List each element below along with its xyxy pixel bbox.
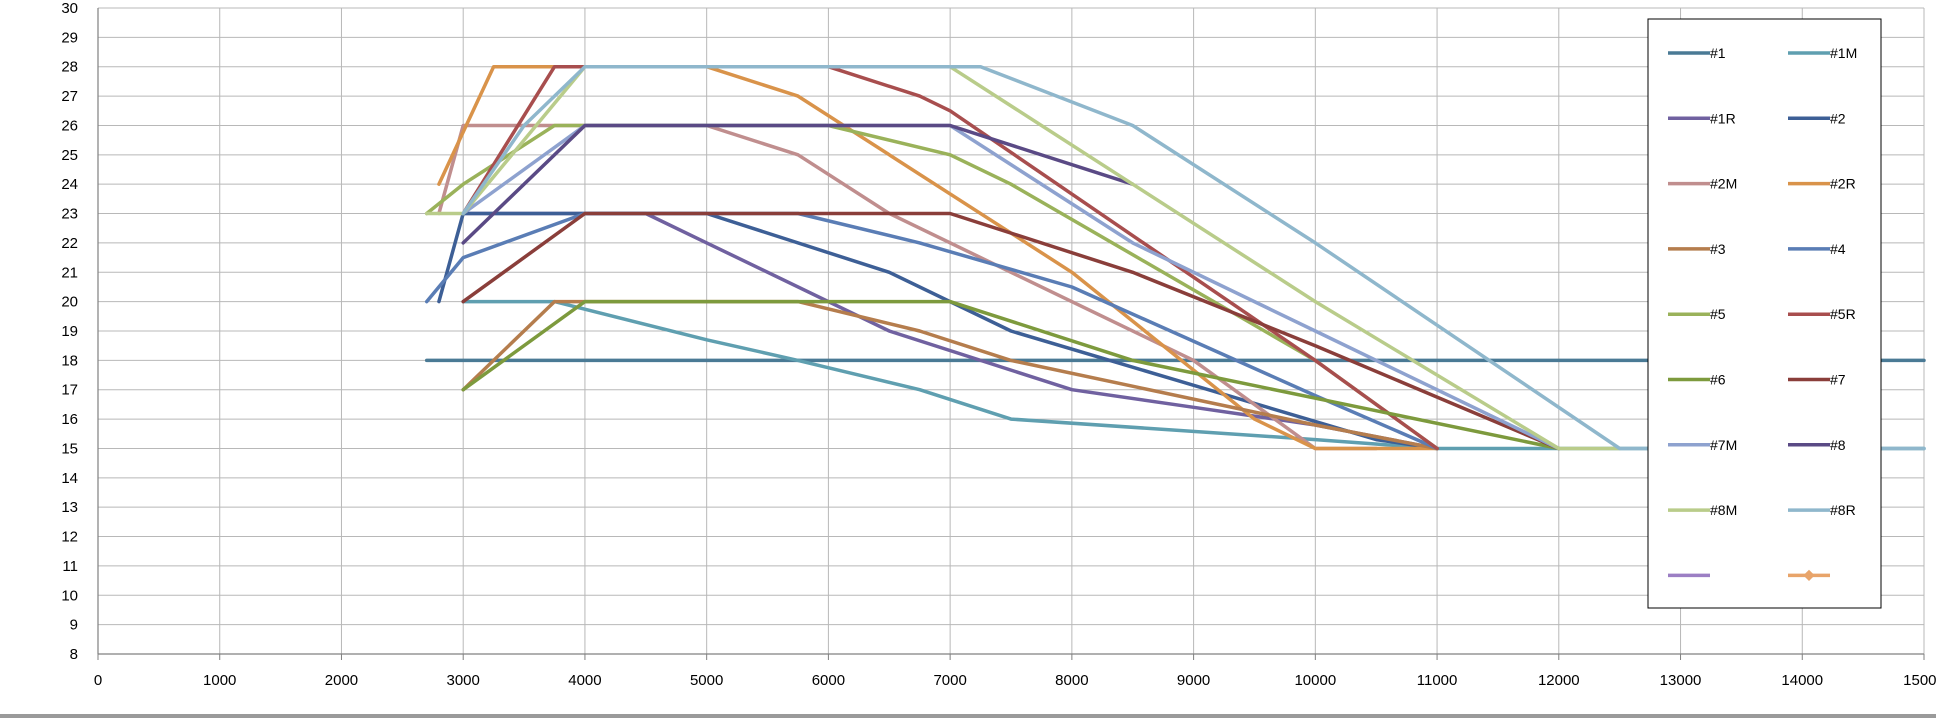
legend-label: #8M bbox=[1710, 502, 1737, 518]
series-line-n7 bbox=[461, 211, 1561, 451]
legend-label: #2 bbox=[1830, 110, 1846, 126]
x-tick-label: 11000 bbox=[1417, 672, 1458, 689]
y-tick-label: 17 bbox=[61, 382, 78, 399]
x-tick-label: 5000 bbox=[690, 672, 723, 689]
y-tick-label: 19 bbox=[61, 323, 78, 340]
y-tick-label: 13 bbox=[61, 499, 78, 516]
legend-label: #8 bbox=[1830, 437, 1846, 453]
series-line-n8 bbox=[461, 123, 1135, 245]
y-tick-label: 24 bbox=[61, 176, 78, 193]
series-line-n5 bbox=[424, 123, 1439, 451]
y-tick-label: 14 bbox=[61, 470, 78, 487]
legend-label: #2R bbox=[1830, 176, 1856, 192]
y-tick-label: 30 bbox=[61, 0, 78, 17]
y-tick-label: 22 bbox=[61, 235, 78, 252]
series-line-n1M bbox=[461, 299, 1926, 451]
x-tick-label: 14000 bbox=[1781, 672, 1823, 689]
y-tick-label: 29 bbox=[61, 29, 78, 46]
legend-label: #7M bbox=[1710, 437, 1737, 453]
x-tick-label: 9000 bbox=[1177, 672, 1210, 689]
legend-label: #1 bbox=[1710, 45, 1726, 61]
series-lines bbox=[424, 64, 1926, 451]
x-tick-label: 7000 bbox=[933, 672, 966, 689]
legend-label: #2M bbox=[1710, 176, 1737, 192]
x-tick-label: 13000 bbox=[1660, 672, 1702, 689]
y-tick-label: 11 bbox=[62, 558, 78, 575]
x-tick-label: 2000 bbox=[325, 672, 358, 689]
series-line-n8R bbox=[461, 64, 1926, 451]
legend-label: #8R bbox=[1830, 502, 1856, 518]
series-line-n2M bbox=[437, 123, 1378, 451]
x-tick-label: 3000 bbox=[447, 672, 480, 689]
y-tick-label: 16 bbox=[61, 411, 78, 428]
legend-label: #3 bbox=[1710, 241, 1726, 257]
y-tick-label: 21 bbox=[61, 264, 78, 281]
legend-label: #5R bbox=[1830, 306, 1856, 322]
x-tick-label: 12000 bbox=[1538, 672, 1580, 689]
legend-label: #4 bbox=[1830, 241, 1846, 257]
y-tick-label: 23 bbox=[61, 206, 78, 223]
x-tick-label: 8000 bbox=[1055, 672, 1088, 689]
x-tick-label: 10000 bbox=[1294, 672, 1336, 689]
y-tick-label: 27 bbox=[61, 88, 78, 105]
x-tick-label: 4000 bbox=[568, 672, 601, 689]
x-tick-label: 1000 bbox=[203, 672, 236, 689]
legend-label: #1M bbox=[1830, 45, 1857, 61]
y-tick-label: 25 bbox=[61, 147, 78, 164]
legend-label: #5 bbox=[1710, 306, 1726, 322]
legend-label: #1R bbox=[1710, 110, 1736, 126]
y-tick-label: 12 bbox=[61, 529, 78, 546]
series-line-n7M bbox=[461, 123, 1561, 451]
series-line-n6 bbox=[461, 299, 1561, 451]
y-tick-label: 8 bbox=[70, 646, 78, 663]
legend: #1 #1M #1R #2 #2M #2R #3 #4 #5 #5R #6 #7 #7M #8 #8M #8R bbox=[1647, 18, 1882, 609]
y-tick-label: 26 bbox=[61, 117, 78, 134]
legend-label: #7 bbox=[1830, 372, 1846, 388]
x-tick-label: 0 bbox=[94, 672, 102, 689]
y-tick-label: 28 bbox=[61, 59, 78, 76]
bottom-divider bbox=[0, 714, 1936, 718]
axes: 8 9 10 11 12 13 14 15 16 17 18 19 20 21 22 23 24 25 26 27 28… bbox=[61, 0, 1936, 689]
x-tick-label: 6000 bbox=[812, 672, 845, 689]
y-tick-label: 20 bbox=[61, 294, 78, 311]
y-tick-label: 18 bbox=[61, 352, 78, 369]
y-tick-label: 9 bbox=[70, 617, 78, 634]
legend-marker bbox=[1803, 569, 1815, 582]
series-line-n2 bbox=[437, 211, 1439, 451]
y-tick-label: 15 bbox=[61, 440, 78, 457]
x-tick-label: 15000 bbox=[1903, 672, 1936, 689]
y-tick-label: 10 bbox=[61, 587, 78, 604]
legend-label: #6 bbox=[1710, 372, 1726, 388]
